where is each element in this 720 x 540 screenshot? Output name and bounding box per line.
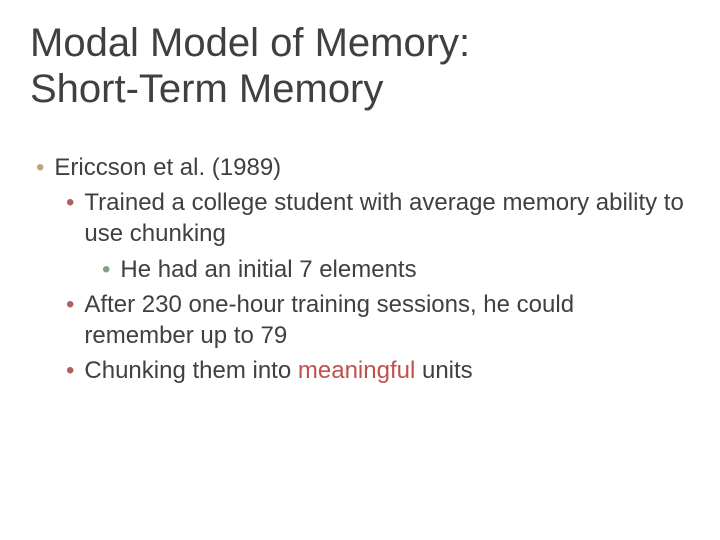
text-highlight: meaningful <box>298 357 415 384</box>
bullet-level1: • Ericcson et al. (1989) <box>30 152 690 183</box>
bullet-icon: • <box>66 289 74 351</box>
bullet-icon: • <box>36 152 44 183</box>
bullet-icon: • <box>102 254 110 285</box>
bullet-icon: • <box>66 187 74 249</box>
bullet-icon: • <box>66 355 74 386</box>
bullet-text: After 230 one-hour training sessions, he… <box>84 289 690 351</box>
title-line-1: Modal Model of Memory: <box>30 21 470 65</box>
text-post: units <box>415 357 472 384</box>
bullet-level2: • After 230 one-hour training sessions, … <box>30 289 690 351</box>
bullet-text: Trained a college student with average m… <box>84 187 690 249</box>
bullet-level3: • He had an initial 7 elements <box>30 254 690 285</box>
text-pre: Chunking them into <box>84 357 297 384</box>
bullet-level2: • Trained a college student with average… <box>30 187 690 249</box>
slide-body: • Ericcson et al. (1989) • Trained a col… <box>30 152 690 386</box>
bullet-level2: • Chunking them into meaningful units <box>30 355 690 386</box>
slide: Modal Model of Memory: Short-Term Memory… <box>0 0 720 540</box>
bullet-text: He had an initial 7 elements <box>120 254 690 285</box>
title-line-2: Short-Term Memory <box>30 67 383 111</box>
bullet-text: Ericcson et al. (1989) <box>54 152 690 183</box>
slide-title: Modal Model of Memory: Short-Term Memory <box>30 20 690 112</box>
bullet-text: Chunking them into meaningful units <box>84 355 690 386</box>
